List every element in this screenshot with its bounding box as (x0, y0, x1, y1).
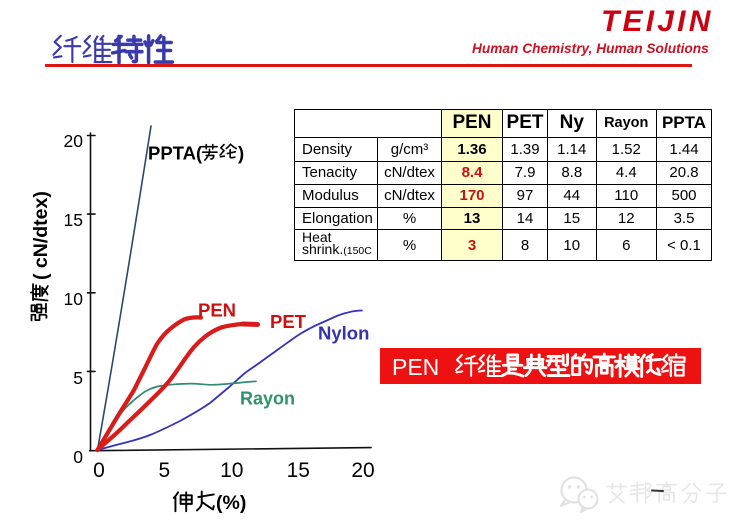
svg-text:20: 20 (64, 131, 84, 151)
svg-text:( cN/dtex): ( cN/dtex) (30, 191, 52, 280)
svg-text:15: 15 (287, 459, 310, 482)
svg-text:15: 15 (64, 210, 83, 230)
svg-text:0: 0 (93, 459, 105, 482)
svg-text:): ) (238, 143, 244, 164)
svg-text:5: 5 (73, 368, 83, 388)
svg-text:(%): (%) (216, 492, 246, 514)
svg-text:PEN: PEN (392, 354, 439, 380)
svg-text:10: 10 (220, 459, 243, 482)
svg-text:5: 5 (158, 459, 170, 482)
svg-text:Nylon: Nylon (318, 323, 369, 344)
svg-text:0: 0 (73, 447, 83, 467)
svg-text:10: 10 (64, 289, 84, 309)
svg-text:Rayon: Rayon (240, 389, 295, 409)
svg-text:PET: PET (270, 311, 307, 332)
svg-text:PPTA(: PPTA( (148, 143, 203, 164)
svg-text:PEN: PEN (198, 300, 236, 321)
svg-text:20: 20 (351, 459, 374, 482)
